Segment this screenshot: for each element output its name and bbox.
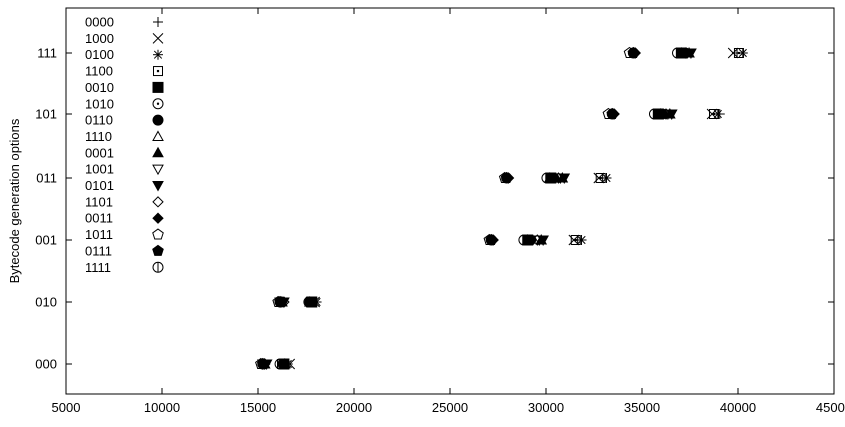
legend-label: 1111: [85, 260, 111, 275]
data-point: [501, 172, 513, 184]
data-point: [274, 296, 286, 308]
data-point: [570, 235, 581, 245]
legend-marker: [153, 49, 163, 60]
x-tick-label: 25000: [432, 400, 468, 415]
x-tick-label: 15000: [240, 400, 276, 415]
data-point: [627, 47, 639, 59]
data-point: [485, 234, 497, 246]
data-point: [568, 234, 580, 246]
y-tick-label: 101: [35, 107, 57, 122]
legend-marker: [152, 228, 164, 240]
legend-marker: [152, 212, 164, 224]
legend-marker: [152, 81, 164, 93]
legend-marker: [152, 32, 164, 44]
legend-marker: [153, 17, 163, 27]
x-tick-label: 35000: [624, 400, 660, 415]
data-point: [654, 107, 667, 119]
data-point: [727, 47, 739, 59]
y-tick-label: 000: [35, 357, 57, 372]
data-point: [601, 173, 612, 183]
legend-marker: [152, 196, 164, 208]
y-tick-label: 011: [36, 171, 57, 186]
data-point: [709, 109, 719, 119]
legend-label: 0100: [85, 47, 114, 62]
legend-label: 0010: [85, 80, 114, 95]
legend-label: 0011: [85, 211, 113, 226]
data-points: [255, 46, 748, 371]
x-tick-label: 10000: [144, 400, 180, 415]
legend-label: 0111: [85, 243, 112, 258]
legend-marker: [152, 244, 164, 256]
legend-label: 1101: [85, 194, 113, 209]
data-point: [552, 172, 565, 184]
data-point: [595, 173, 606, 183]
x-axis: 5000 10000 15000 20000 25000 30000 35000 40000 4…: [52, 8, 845, 415]
x-tick-label: 20000: [336, 400, 372, 415]
legend-marker: [152, 261, 164, 273]
legend-label: 1001: [85, 162, 114, 177]
data-point: [660, 108, 672, 120]
legend-label: 1011: [85, 227, 113, 242]
data-point: [543, 171, 556, 183]
legend-label: 0110: [85, 113, 113, 128]
legend-label: 1000: [85, 31, 114, 46]
data-point: [679, 47, 691, 59]
plot-frame: [65, 7, 835, 395]
x-tick-label: 5000: [52, 400, 81, 415]
data-point: [576, 235, 587, 245]
y-tick-label: 111: [37, 46, 57, 61]
legend-marker: [152, 181, 164, 192]
data-point: [737, 48, 748, 58]
x-tick-label: 30000: [528, 400, 564, 415]
legend-marker: [152, 130, 164, 141]
data-point: [733, 48, 744, 58]
legend-label: 0000: [85, 15, 114, 30]
x-tick-label: 40000: [720, 400, 756, 415]
legend-marker: [152, 98, 164, 110]
data-point: [706, 108, 718, 120]
data-point: [593, 172, 605, 184]
data-point: [303, 295, 316, 307]
y-axis-title: Bytecode generation options: [7, 118, 22, 283]
legend-label: 1100: [85, 64, 113, 79]
data-point: [279, 357, 291, 369]
data-point: [606, 108, 618, 120]
legend-label: 1110: [85, 129, 112, 144]
data-point: [531, 234, 544, 246]
y-tick-label: 001: [35, 233, 57, 248]
legend-marker: [153, 66, 163, 77]
legend-marker: [152, 164, 164, 176]
y-tick-label: 010: [35, 295, 57, 310]
data-point: [257, 358, 269, 370]
legend-label: 0101: [85, 178, 114, 193]
data-point: [521, 233, 534, 245]
legend-label: 1010: [85, 96, 114, 111]
legend-marker: [152, 114, 164, 126]
legend-label: 0001: [85, 145, 114, 160]
legend-marker: [152, 146, 164, 158]
